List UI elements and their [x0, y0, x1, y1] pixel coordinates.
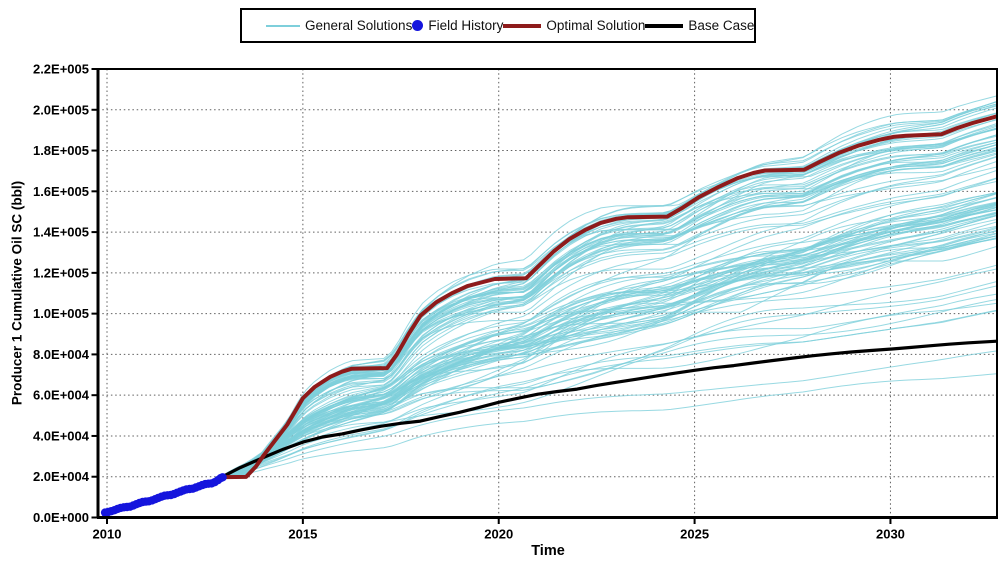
x-tick-label: 2020	[484, 527, 513, 542]
y-tick-label: 8.0E+004	[33, 347, 90, 362]
y-tick-label: 1.4E+005	[33, 225, 89, 240]
y-tick-label: 6.0E+004	[33, 388, 90, 403]
y-tick-label: 2.0E+004	[33, 469, 90, 484]
base-case-line	[219, 339, 997, 479]
x-tick-label: 2010	[93, 527, 122, 542]
y-tick-label: 4.0E+004	[33, 428, 90, 443]
y-tick-label: 2.0E+005	[33, 102, 89, 117]
x-tick-label: 2015	[288, 527, 317, 542]
legend-label: Field History	[428, 18, 504, 33]
x-axis-title: Time	[531, 543, 565, 559]
general-solutions-lines	[220, 95, 997, 478]
legend-item-general-solutions: General Solutions	[266, 18, 412, 33]
x-tick-label: 2025	[680, 527, 709, 542]
x-tick-label: 2030	[876, 527, 905, 542]
base-case-line-swatch	[645, 23, 684, 28]
y-tick-label: 1.0E+005	[33, 306, 89, 321]
field-history-points	[100, 473, 227, 517]
y-tick-label: 1.6E+005	[33, 184, 89, 199]
legend-item-optimal-solution: Optimal Solution	[503, 18, 645, 33]
optimal-solution-line	[218, 114, 997, 480]
legend-item-field-history: Field History	[412, 18, 503, 33]
y-axis-title: Producer 1 Cumulative Oil SC (bbl)	[9, 180, 25, 406]
legend-label: Optimal Solution	[546, 18, 646, 33]
legend-label: General Solutions	[305, 18, 413, 33]
axis-ticks	[91, 68, 892, 524]
general-solutions-line-swatch	[266, 24, 300, 27]
y-tick-label: 1.2E+005	[33, 265, 89, 280]
field-history-dot-swatch	[412, 20, 424, 31]
y-tick-label: 2.2E+005	[33, 62, 89, 77]
legend-item-base-case: Base Case	[645, 18, 754, 33]
legend-label: Base Case	[688, 18, 755, 33]
chart-legend: General Solutions Field History Optimal …	[240, 8, 756, 43]
y-tick-label: 1.8E+005	[33, 143, 89, 158]
optimal-solution-line-swatch	[503, 23, 542, 28]
y-tick-label: 0.0E+000	[33, 510, 89, 525]
